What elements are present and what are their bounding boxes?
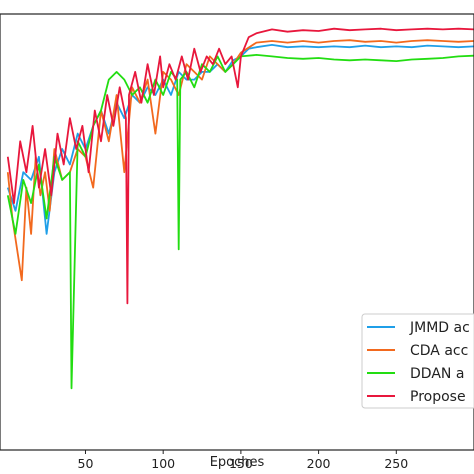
legend-label-2: DDAN a [410, 366, 464, 382]
series-line-3 [6, 27, 474, 305]
legend-box [361, 313, 474, 409]
x-tick-label-3: 200 [307, 456, 331, 471]
x-axis-ticks: 50 100 150 200 250 [78, 450, 408, 471]
legend-label-0: JMMD ac [409, 320, 470, 336]
legend-label-3: Propose [410, 389, 466, 405]
x-tick-label-4: 250 [384, 456, 408, 471]
series-line-0 [6, 44, 474, 235]
series-layer [6, 27, 474, 390]
x-tick-label-2: 150 [229, 456, 253, 471]
legend-label-1: CDA acc [410, 343, 468, 359]
x-tick-label-0: 50 [78, 456, 94, 471]
x-tick-label-1: 100 [151, 456, 175, 471]
x-axis-label: Epoches [210, 455, 265, 470]
legend: JMMD ac CDA acc DDAN a Propose [361, 313, 474, 409]
plot-frame [0, 13, 474, 451]
series-line-2 [6, 54, 474, 390]
